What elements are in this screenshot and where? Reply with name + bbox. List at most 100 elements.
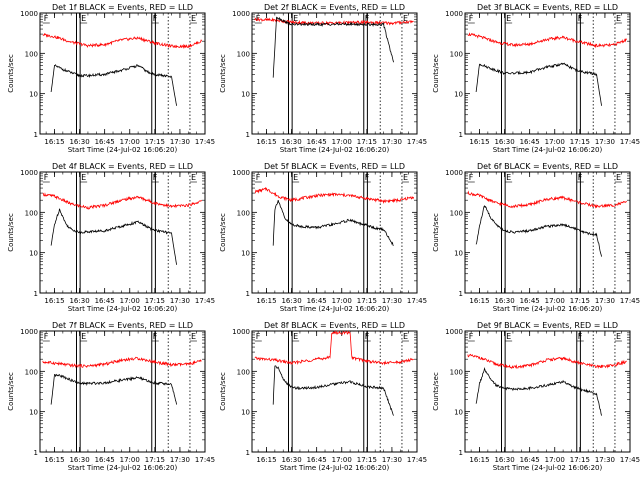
y-axis-label: Counts/sec (219, 372, 227, 411)
y-tick-label: 100 (450, 368, 463, 376)
events-series-line (475, 367, 602, 416)
x-tick-label: 17:00 (332, 456, 352, 464)
plot-frame (464, 330, 631, 453)
y-tick-label: 10 (241, 409, 250, 417)
flag-label: F (578, 173, 583, 182)
flag-label: F (153, 332, 158, 341)
x-tick-label: 16:45 (95, 138, 115, 146)
panel: Det 3f BLACK = Events, RED = LLD 1 10 100 10… (432, 3, 640, 154)
x-tick-label: 17:15 (570, 456, 590, 464)
panel: Det 1f BLACK = Events, RED = LLD 1 10 100 10… (7, 3, 215, 154)
x-tick-label: 16:30 (69, 297, 89, 305)
x-tick-label: 17:45 (195, 456, 215, 464)
flag-label: F (469, 332, 474, 341)
x-axis-label: Start Time (24-Jul-02 16:06:20) (68, 464, 178, 472)
x-tick-label: 17:45 (620, 456, 640, 464)
x-tick-label: 17:15 (570, 297, 590, 305)
y-tick-label: 10 (454, 91, 463, 99)
x-axis-label: Start Time (24-Jul-02 16:06:20) (68, 305, 178, 313)
x-tick-label: 16:30 (281, 297, 301, 305)
flag-label: F (44, 332, 49, 341)
x-tick-label: 17:15 (357, 138, 377, 146)
x-tick-label: 17:15 (145, 456, 165, 464)
flag-label: E (616, 173, 621, 182)
plot-frame (464, 171, 631, 294)
flag-label: E (616, 332, 621, 341)
x-tick-label: 17:00 (120, 456, 140, 464)
flag-label: F (578, 332, 583, 341)
x-tick-label: 17:00 (545, 138, 565, 146)
lld-series-line (42, 192, 203, 210)
y-tick-label: 1000 (232, 10, 250, 18)
events-series-line (50, 208, 177, 265)
lld-series-line (467, 32, 627, 49)
y-tick-label: 100 (237, 50, 250, 58)
panel-title: Det 5f BLACK = Events, RED = LLD (264, 162, 405, 171)
flag-label: F (256, 173, 261, 182)
x-tick-label: 16:45 (307, 297, 327, 305)
x-tick-label: 16:15 (44, 138, 64, 146)
plot-frame (251, 330, 418, 453)
flag-label: E (506, 332, 511, 341)
x-tick-label: 17:45 (407, 138, 427, 146)
panel-title: Det 9f BLACK = Events, RED = LLD (477, 321, 618, 330)
y-tick-label: 100 (237, 368, 250, 376)
x-tick-label: 16:15 (469, 138, 489, 146)
flag-label: E (191, 173, 196, 182)
x-tick-label: 17:00 (545, 297, 565, 305)
y-tick-label: 100 (25, 50, 38, 58)
flag-label: E (191, 332, 196, 341)
x-tick-label: 17:45 (195, 297, 215, 305)
y-tick-label: 10 (241, 91, 250, 99)
events-series-line (475, 205, 602, 257)
lld-series-line (254, 330, 414, 366)
flag-label: F (578, 14, 583, 23)
x-tick-label: 17:15 (570, 138, 590, 146)
x-tick-label: 16:15 (44, 456, 64, 464)
y-axis-label: Counts/sec (432, 213, 440, 252)
x-tick-label: 16:15 (256, 456, 276, 464)
x-tick-label: 16:45 (520, 297, 540, 305)
x-tick-label: 17:30 (382, 138, 402, 146)
y-tick-label: 1000 (20, 169, 38, 177)
flag-label: F (365, 173, 370, 182)
panel: Det 2f BLACK = Events, RED = LLD 1 10 100 10… (219, 3, 427, 154)
x-tick-label: 17:00 (120, 297, 140, 305)
y-tick-label: 1 (34, 131, 38, 139)
x-axis-label: Start Time (24-Jul-02 16:06:20) (493, 305, 603, 313)
flag-label: E (81, 332, 86, 341)
plot-frame (39, 171, 206, 294)
plot-frame (39, 330, 206, 453)
panel-title: Det 4f BLACK = Events, RED = LLD (52, 162, 193, 171)
y-axis-label: Counts/sec (7, 213, 15, 252)
x-tick-label: 17:45 (195, 138, 215, 146)
x-tick-label: 17:15 (145, 297, 165, 305)
y-axis-label: Counts/sec (432, 372, 440, 411)
x-axis-label: Start Time (24-Jul-02 16:06:20) (280, 464, 390, 472)
flag-label: F (365, 332, 370, 341)
y-tick-label: 100 (450, 209, 463, 217)
y-tick-label: 1000 (20, 10, 38, 18)
x-axis-label: Start Time (24-Jul-02 16:06:20) (68, 146, 178, 154)
x-tick-label: 17:45 (407, 456, 427, 464)
panel-title: Det 2f BLACK = Events, RED = LLD (264, 3, 405, 12)
x-tick-label: 16:15 (44, 297, 64, 305)
x-tick-label: 16:30 (69, 456, 89, 464)
x-tick-label: 16:15 (256, 138, 276, 146)
events-series-line (272, 16, 394, 78)
y-tick-label: 1 (34, 290, 38, 298)
x-tick-label: 16:30 (69, 138, 89, 146)
x-tick-label: 17:30 (382, 297, 402, 305)
x-tick-label: 17:45 (407, 297, 427, 305)
events-series-line (272, 365, 394, 416)
y-axis-label: Counts/sec (7, 372, 15, 411)
x-tick-label: 17:15 (357, 456, 377, 464)
x-axis-label: Start Time (24-Jul-02 16:06:20) (493, 464, 603, 472)
x-tick-label: 16:30 (281, 456, 301, 464)
panel: Det 4f BLACK = Events, RED = LLD 1 10 100 10… (7, 162, 215, 313)
y-tick-label: 100 (237, 209, 250, 217)
x-tick-label: 17:00 (120, 138, 140, 146)
lld-series-line (254, 186, 415, 204)
panel-title: Det 1f BLACK = Events, RED = LLD (52, 3, 193, 12)
